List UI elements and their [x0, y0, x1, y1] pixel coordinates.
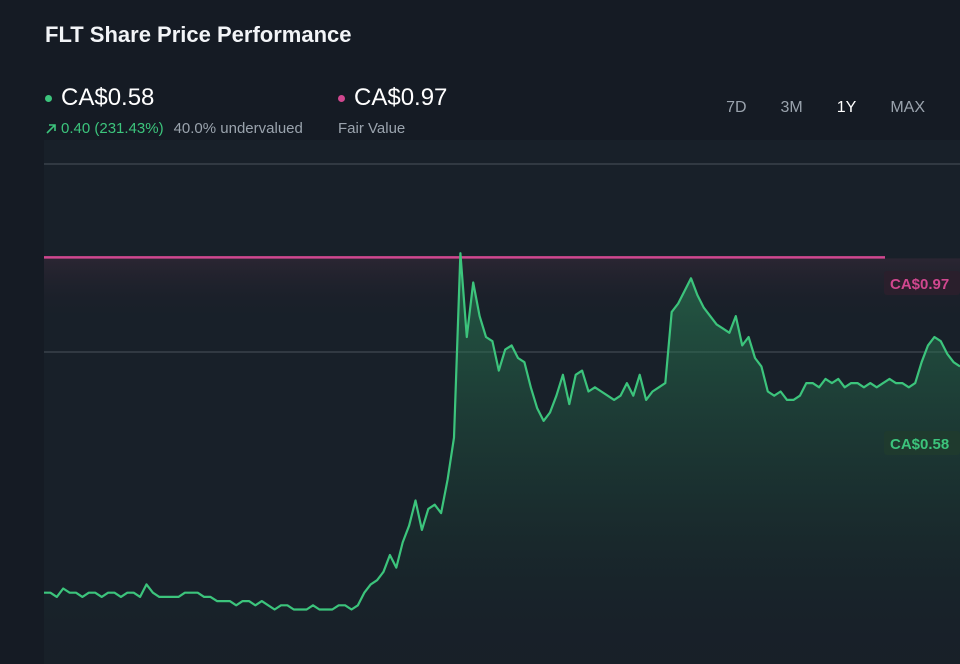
- chart-title: FLT Share Price Performance: [45, 22, 352, 47]
- current-price-dot: [45, 94, 52, 102]
- arrow-up-right-icon: [46, 123, 56, 134]
- tab-3m[interactable]: 3M: [780, 99, 803, 116]
- valuation-note: 40.0% undervalued: [173, 120, 303, 137]
- range-tabs: 7D 3M 1Y MAX: [709, 99, 942, 117]
- price-change: 0.40 (231.43%): [45, 120, 164, 137]
- fair-value-tag-bg: [884, 271, 960, 295]
- price-line: [44, 252, 960, 611]
- current-price-tag-bg: [884, 431, 960, 455]
- fair-value-label-row: Fair Value: [338, 120, 447, 137]
- current-price-tag: CA$0.58: [884, 431, 960, 455]
- tab-7d[interactable]: 7D: [726, 99, 747, 116]
- fair-value-dot: [338, 94, 345, 102]
- fair-value: CA$0.97: [338, 84, 447, 112]
- fair-value-tag-label: CA$0.97: [890, 276, 949, 293]
- tab-1y[interactable]: 1Y: [836, 99, 857, 116]
- price-change-value: 0.40 (231.43%): [61, 120, 164, 137]
- fair-value-label: Fair Value: [338, 120, 406, 137]
- fair-value-band: [44, 258, 960, 329]
- current-price-tag-label: CA$0.58: [890, 436, 949, 453]
- current-price-value: CA$0.58: [61, 84, 155, 111]
- fair-value-tag: CA$0.97: [884, 271, 960, 295]
- current-price-block: CA$0.58 0.40 (231.43%) 40.0% undervalued: [45, 84, 303, 137]
- fair-value-block: CA$0.97 Fair Value: [338, 84, 447, 137]
- tab-max[interactable]: MAX: [890, 99, 925, 116]
- current-price: CA$0.58: [45, 84, 303, 112]
- price-change-row: 0.40 (231.43%) 40.0% undervalued: [45, 120, 303, 137]
- price-area: [44, 253, 960, 664]
- fair-value-value: CA$0.97: [354, 84, 448, 111]
